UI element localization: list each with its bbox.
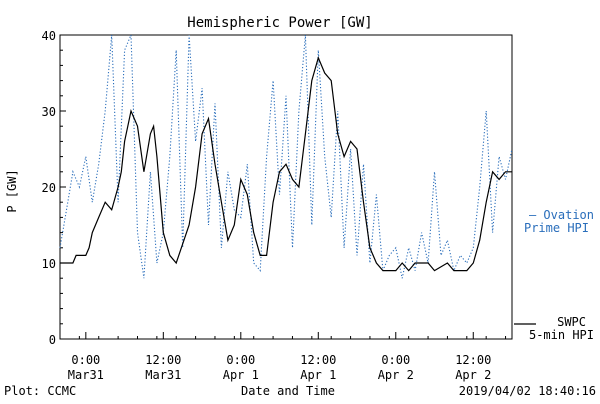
y-tick-label: 30 (42, 105, 56, 119)
chart-title: Hemispheric Power [GW] (187, 15, 372, 31)
x-tick-label-date: Mar31 (68, 368, 104, 382)
x-tick-label-time: 0:00 (381, 353, 410, 367)
svg-text:P [GW]: P [GW] (5, 169, 19, 212)
x-tick-label-time: 0:00 (226, 353, 255, 367)
y-tick-label: 40 (42, 29, 56, 43)
footer-timestamp: 2019/04/02 18:40:16 (459, 384, 596, 398)
plot-frame (59, 34, 513, 340)
y-tick-label: 10 (42, 257, 56, 271)
x-tick-label-date: Apr 1 (300, 368, 336, 382)
y-tick-label: 20 (42, 181, 56, 195)
x-tick-label-time: 12:00 (300, 353, 336, 367)
x-tick-label-time: 0:00 (71, 353, 100, 367)
x-tick-label-date: Apr 2 (455, 368, 491, 382)
x-tick-label-date: Apr 1 (223, 368, 259, 382)
x-tick-label-date: Apr 2 (378, 368, 414, 382)
x-axis-label: Date and Time (241, 384, 335, 398)
footer-plot-credit: Plot: CCMC (4, 384, 76, 398)
series-ovation-line (59, 34, 513, 279)
legend-swpc-line2: 5-min HPI (529, 328, 594, 342)
series-layer (59, 34, 513, 279)
legend-ovation-line1: — Ovation (529, 208, 594, 222)
x-tick-label-date: Mar31 (145, 368, 181, 382)
y-axis-ticks: 0 10 20 30 40 (42, 29, 66, 347)
legend-ovation-line2: Prime HPI (524, 221, 589, 235)
x-tick-label-time: 12:00 (145, 353, 181, 367)
y-axis-label: P [GW] (5, 169, 19, 212)
y-tick-label: 0 (49, 333, 56, 347)
series-swpc-line (60, 55, 512, 272)
x-tick-label-time: 12:00 (455, 353, 491, 367)
legend-swpc-line1: SWPC (557, 315, 586, 329)
